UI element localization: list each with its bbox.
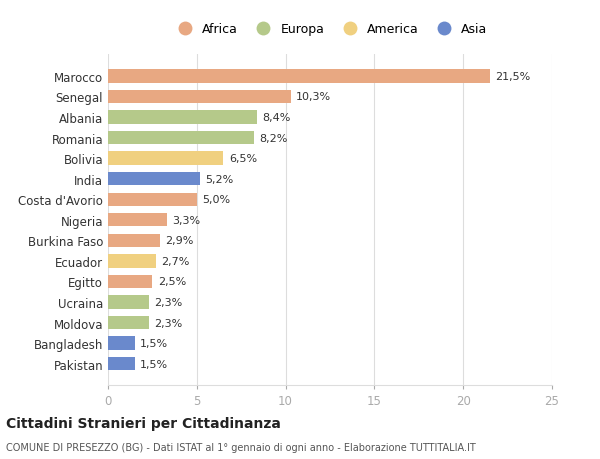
Bar <box>108 357 134 370</box>
Bar <box>108 337 134 350</box>
Bar <box>108 255 156 268</box>
Text: 5,0%: 5,0% <box>202 195 230 205</box>
Bar <box>108 90 291 104</box>
Text: 6,5%: 6,5% <box>229 154 257 164</box>
Text: 2,3%: 2,3% <box>154 318 182 328</box>
Legend: Africa, Europa, America, Asia: Africa, Europa, America, Asia <box>167 18 493 41</box>
Bar <box>108 70 490 84</box>
Bar <box>108 152 223 165</box>
Text: COMUNE DI PRESEZZO (BG) - Dati ISTAT al 1° gennaio di ogni anno - Elaborazione T: COMUNE DI PRESEZZO (BG) - Dati ISTAT al … <box>6 442 476 452</box>
Text: 2,5%: 2,5% <box>158 277 186 287</box>
Text: 2,3%: 2,3% <box>154 297 182 308</box>
Text: 5,2%: 5,2% <box>206 174 234 185</box>
Bar <box>108 213 167 227</box>
Bar <box>108 111 257 124</box>
Bar <box>108 173 200 186</box>
Bar <box>108 234 160 247</box>
Text: 1,5%: 1,5% <box>140 359 168 369</box>
Text: 3,3%: 3,3% <box>172 215 200 225</box>
Text: 10,3%: 10,3% <box>296 92 331 102</box>
Text: 1,5%: 1,5% <box>140 338 168 348</box>
Bar <box>108 296 149 309</box>
Text: 8,4%: 8,4% <box>263 113 291 123</box>
Text: 2,7%: 2,7% <box>161 256 190 266</box>
Bar <box>108 316 149 330</box>
Bar <box>108 193 197 207</box>
Text: 21,5%: 21,5% <box>495 72 530 82</box>
Text: 2,9%: 2,9% <box>165 236 193 246</box>
Text: Cittadini Stranieri per Cittadinanza: Cittadini Stranieri per Cittadinanza <box>6 416 281 430</box>
Text: 8,2%: 8,2% <box>259 133 287 143</box>
Bar <box>108 132 254 145</box>
Bar <box>108 275 152 289</box>
